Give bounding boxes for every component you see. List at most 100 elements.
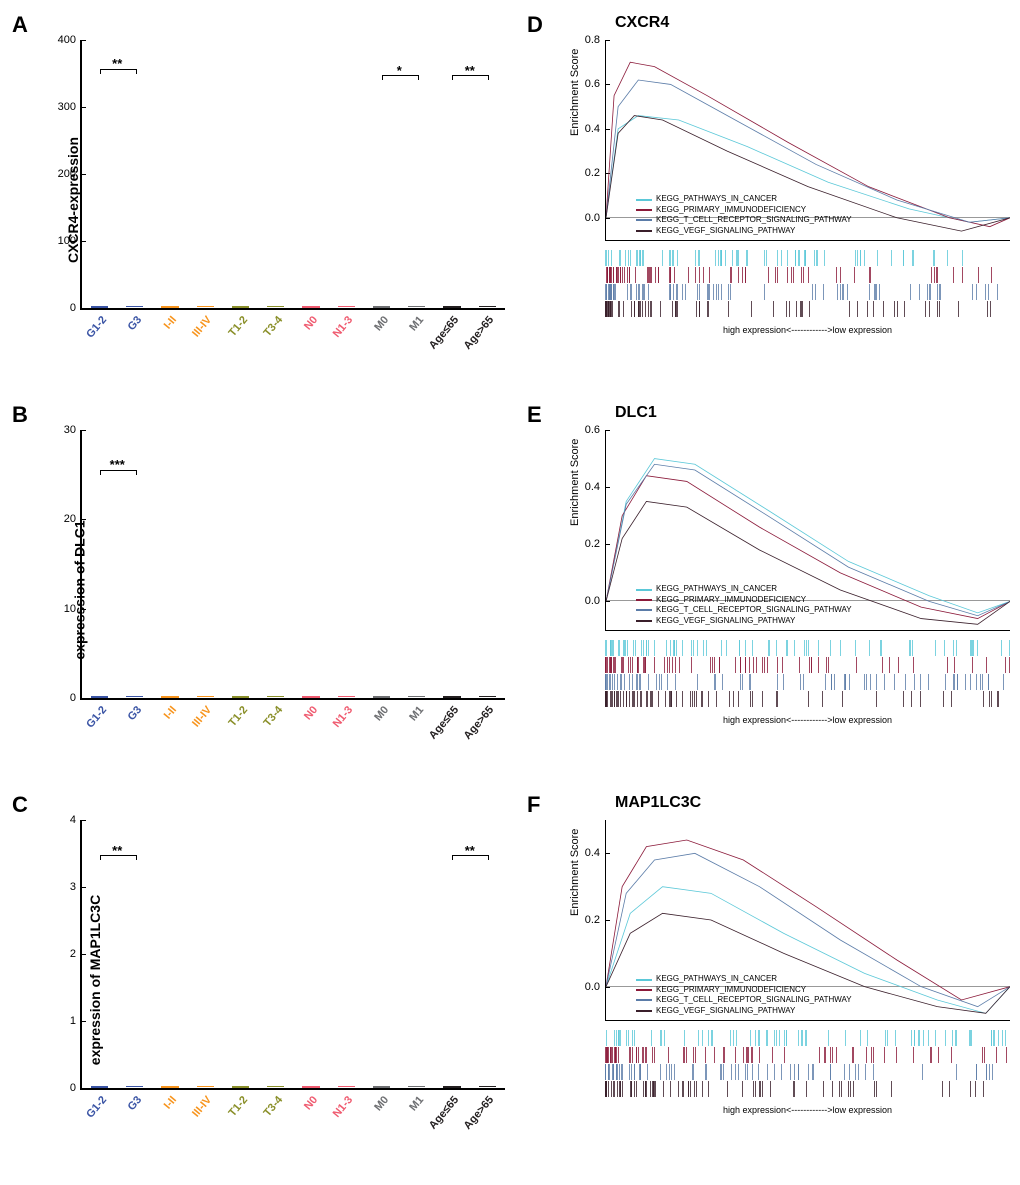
gsea-rug bbox=[605, 640, 1010, 710]
y-axis-label: CXCR4-expression bbox=[65, 137, 81, 263]
y-tick: 1 bbox=[70, 1015, 82, 1027]
x-tick-label: T1-2 bbox=[226, 314, 250, 339]
x-tick-label: Age>65 bbox=[462, 1094, 497, 1132]
significance-text: ** bbox=[465, 63, 475, 78]
panel-label-e: E bbox=[527, 402, 542, 428]
x-tick-label: M0 bbox=[372, 314, 391, 333]
x-tick-label: N1-3 bbox=[331, 314, 356, 340]
y-axis-label: expresssion of DLC1 bbox=[72, 520, 88, 659]
x-tick-label: T1-2 bbox=[226, 1094, 250, 1119]
x-tick-label: I-II bbox=[162, 314, 179, 332]
y-tick: 400 bbox=[58, 34, 82, 46]
gsea-y-tick: 0.4 bbox=[585, 847, 606, 859]
legend-item-label: KEGG_PRIMARY_IMMUNODEFICIENCY bbox=[656, 985, 806, 995]
panel-d: DCXCR40.00.20.40.60.8KEGG_PATHWAYS_IN_CA… bbox=[525, 10, 1020, 390]
x-tick-label: G1-2 bbox=[84, 704, 109, 730]
significance-text: * bbox=[397, 63, 402, 78]
gsea-x-label: high expression<------------>low express… bbox=[605, 1105, 1010, 1115]
gsea-y-tick: 0.8 bbox=[585, 34, 606, 46]
panel-f: F MAP1LC3C 0.00.20.4KEGG_PATHWAYS_IN_CANCE… bbox=[525, 790, 1020, 1170]
gsea-y-label: Enrichment Score bbox=[569, 829, 581, 916]
x-tick-label: M1 bbox=[407, 314, 426, 333]
legend-item-label: KEGG_PRIMARY_IMMUNODEFICIENCY bbox=[656, 205, 806, 215]
y-tick: 0 bbox=[70, 1082, 82, 1094]
gsea-title: CXCR4 bbox=[615, 14, 669, 32]
gsea-y-tick: 0.0 bbox=[585, 595, 606, 607]
y-tick: 2 bbox=[70, 948, 82, 960]
x-tick-label: T3-4 bbox=[261, 314, 285, 339]
panel-label-d: D bbox=[527, 12, 543, 38]
gsea-rug bbox=[605, 250, 1010, 320]
legend-item-label: KEGG_PATHWAYS_IN_CANCER bbox=[656, 974, 777, 984]
gsea-x-label: high expression<------------>low express… bbox=[605, 715, 1010, 725]
y-tick: 0 bbox=[70, 302, 82, 314]
x-tick-label: N1-3 bbox=[331, 1094, 356, 1120]
panel-c: C01234G1-2G3I-IIIII-IVT1-2T3-4N0N1-3M0M1… bbox=[10, 790, 515, 1170]
boxplot-area: 0102030G1-2G3I-IIIII-IVT1-2T3-4N0N1-3M0M… bbox=[80, 430, 505, 700]
x-tick-label: M1 bbox=[407, 1094, 426, 1113]
legend-item-label: KEGG_PATHWAYS_IN_CANCER bbox=[656, 584, 777, 594]
x-tick-label: Age>65 bbox=[462, 704, 497, 742]
gsea-legend: KEGG_PATHWAYS_IN_CANCERKEGG_PRIMARY_IMMU… bbox=[636, 584, 852, 626]
gsea-y-tick: 0.4 bbox=[585, 123, 606, 135]
gsea-y-label: Enrichment Score bbox=[569, 49, 581, 136]
gsea-y-label: Enrichment Score bbox=[569, 439, 581, 526]
gsea-plot: 0.00.20.4KEGG_PATHWAYS_IN_CANCERKEGG_PRI… bbox=[605, 820, 1010, 1021]
x-tick-label: M1 bbox=[407, 704, 426, 723]
x-tick-label: G3 bbox=[125, 314, 144, 333]
gsea-y-tick: 0.2 bbox=[585, 167, 606, 179]
gsea-title: DLC1 bbox=[615, 404, 657, 422]
x-tick-label: Age>65 bbox=[462, 314, 497, 352]
x-tick-label: G1-2 bbox=[84, 314, 109, 340]
significance-text: ** bbox=[112, 843, 122, 858]
legend-item-label: KEGG_T_CELL_RECEPTOR_SIGNALING_PATHWAY bbox=[656, 995, 852, 1005]
x-tick-label: Age≤65 bbox=[427, 704, 461, 742]
x-tick-label: G3 bbox=[125, 1094, 144, 1113]
y-tick: 4 bbox=[70, 814, 82, 826]
x-tick-label: III-IV bbox=[190, 704, 214, 730]
panel-label-b: B bbox=[12, 402, 28, 428]
x-tick-label: N0 bbox=[302, 704, 320, 722]
legend-item-label: KEGG_PATHWAYS_IN_CANCER bbox=[656, 194, 777, 204]
y-axis-label: expression of MAP1LC3C bbox=[87, 895, 103, 1065]
legend-item-label: KEGG_PRIMARY_IMMUNODEFICIENCY bbox=[656, 595, 806, 605]
legend-item-label: KEGG_VEGF_SIGNALING_PATHWAY bbox=[656, 1006, 795, 1016]
gsea-plot: 0.00.20.40.6KEGG_PATHWAYS_IN_CANCERKEGG_… bbox=[605, 430, 1010, 631]
y-tick: 3 bbox=[70, 881, 82, 893]
gsea-x-label: high expression<------------>low express… bbox=[605, 325, 1010, 335]
x-tick-label: G3 bbox=[125, 704, 144, 723]
significance-text: ** bbox=[112, 56, 122, 71]
legend-item-label: KEGG_VEGF_SIGNALING_PATHWAY bbox=[656, 616, 795, 626]
gsea-y-tick: 0.4 bbox=[585, 481, 606, 493]
gsea-title: MAP1LC3C bbox=[615, 794, 701, 812]
gsea-y-tick: 0.6 bbox=[585, 78, 606, 90]
panel-b: B 0102030G1-2G3I-IIIII-IVT1-2T3-4N0N1-3M0… bbox=[10, 400, 515, 780]
x-tick-label: T3-4 bbox=[261, 1094, 285, 1119]
panel-label-f: F bbox=[527, 792, 540, 818]
x-tick-label: N0 bbox=[302, 1094, 320, 1112]
x-tick-label: I-II bbox=[162, 704, 179, 722]
gsea-y-tick: 0.6 bbox=[585, 424, 606, 436]
gsea-y-tick: 0.2 bbox=[585, 914, 606, 926]
gsea-y-tick: 0.2 bbox=[585, 538, 606, 550]
boxplot-area: 0100200300400G1-2G3I-IIIII-IVT1-2T3-4N0N… bbox=[80, 40, 505, 310]
x-tick-label: I-II bbox=[162, 1094, 179, 1112]
gsea-y-tick: 0.0 bbox=[585, 212, 606, 224]
gsea-plot: 0.00.20.40.60.8KEGG_PATHWAYS_IN_CANCERKE… bbox=[605, 40, 1010, 241]
x-tick-label: Age≤65 bbox=[427, 314, 461, 352]
gsea-legend: KEGG_PATHWAYS_IN_CANCERKEGG_PRIMARY_IMMU… bbox=[636, 194, 852, 236]
x-tick-label: T1-2 bbox=[226, 704, 250, 729]
legend-item-label: KEGG_VEGF_SIGNALING_PATHWAY bbox=[656, 226, 795, 236]
y-tick: 300 bbox=[58, 101, 82, 113]
x-tick-label: III-IV bbox=[190, 1094, 214, 1120]
x-tick-label: N1-3 bbox=[331, 704, 356, 730]
y-tick: 0 bbox=[70, 692, 82, 704]
x-tick-label: M0 bbox=[372, 704, 391, 723]
x-tick-label: T3-4 bbox=[261, 704, 285, 729]
panel-e: EDLC10.00.20.40.6KEGG_PATHWAYS_IN_CANCER… bbox=[525, 400, 1020, 780]
significance-text: *** bbox=[110, 457, 125, 472]
y-tick: 30 bbox=[64, 424, 82, 436]
panel-label-a: A bbox=[12, 12, 28, 38]
panel-label-c: C bbox=[12, 792, 28, 818]
x-tick-label: M0 bbox=[372, 1094, 391, 1113]
